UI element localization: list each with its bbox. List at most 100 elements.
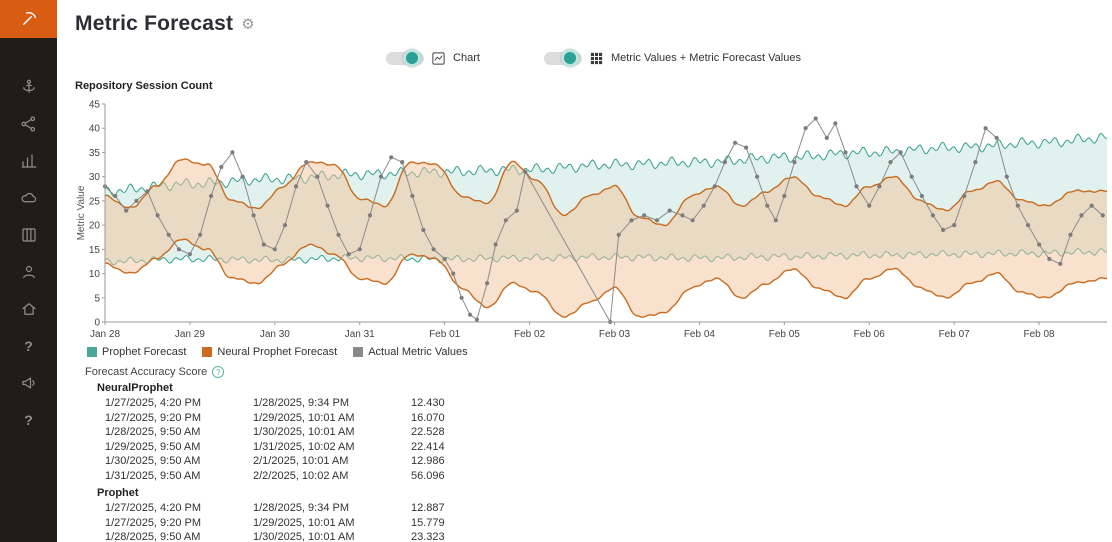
bar-chart-icon[interactable] — [20, 152, 38, 170]
accuracy-cell: 1/30/2025, 9:50 AM — [105, 455, 201, 467]
chart-toggle-label: Chart — [453, 52, 480, 64]
chart-title: Repository Session Count — [75, 80, 213, 92]
svg-text:Feb 06: Feb 06 — [854, 329, 886, 340]
sidebar: ? ? — [0, 0, 57, 542]
svg-text:35: 35 — [89, 148, 101, 159]
svg-text:Metric Value: Metric Value — [76, 185, 87, 240]
accuracy-cell: 1/27/2025, 9:20 PM — [105, 411, 202, 424]
accuracy-help-icon[interactable]: ? — [212, 366, 225, 378]
svg-text:Jan 29: Jan 29 — [175, 329, 205, 340]
help-2-icon[interactable]: ? — [24, 412, 33, 428]
accuracy-cell: 1/27/2025, 4:20 PM — [105, 502, 202, 514]
svg-text:Feb 08: Feb 08 — [1023, 329, 1055, 340]
accuracy-title: Forecast Accuracy Score — [85, 366, 208, 378]
home-icon[interactable] — [20, 300, 38, 318]
accuracy-cell: 2/2/2025, 10:02 AM — [253, 469, 349, 482]
legend-item: Neural Prophet Forecast — [202, 346, 337, 358]
svg-text:0: 0 — [94, 318, 100, 329]
library-icon[interactable] — [20, 226, 38, 244]
accuracy-cell: 16.070 — [411, 411, 445, 424]
accuracy-cell: 12.986 — [411, 455, 445, 467]
svg-text:20: 20 — [89, 221, 101, 232]
accuracy-cell: 1/28/2025, 9:34 PM — [253, 502, 350, 514]
accuracy-cell: 15.779 — [411, 516, 445, 529]
settings-gear-icon[interactable]: ⚙ — [241, 16, 255, 33]
accuracy-row: 1/27/2025, 9:20 PM 1/29/2025, 10:01 AM 16.… — [105, 411, 1112, 426]
svg-text:Jan 31: Jan 31 — [345, 329, 375, 340]
controls-row: Chart Metric Values + Metric Forecast Va… — [75, 48, 1112, 68]
accuracy-cell: 12.887 — [411, 502, 445, 514]
accuracy-group-name: Prophet — [97, 487, 139, 499]
values-toggle-knob — [560, 49, 579, 67]
accuracy-row: 1/28/2025, 9:50 AM 1/30/2025, 10:01 AM 22.… — [105, 425, 1112, 440]
svg-text:10: 10 — [89, 269, 101, 280]
accuracy-cell: 1/31/2025, 10:02 AM — [253, 440, 355, 453]
accuracy-group-name: NeuralProphet — [97, 382, 173, 394]
line-chart-icon — [432, 51, 445, 65]
legend-swatch — [202, 347, 213, 357]
svg-text:15: 15 — [89, 245, 101, 256]
accuracy-cell: 22.528 — [411, 426, 445, 438]
page-title: Metric Forecast — [75, 12, 234, 35]
accuracy-row: 1/29/2025, 9:50 AM 1/31/2025, 10:02 AM 22.… — [105, 440, 1112, 455]
accuracy-row: 1/28/2025, 9:50 AM 1/30/2025, 10:01 AM 23.… — [105, 530, 1112, 542]
accuracy-cell: 1/27/2025, 9:20 PM — [105, 516, 202, 529]
accuracy-cell: 1/27/2025, 4:20 PM — [105, 397, 202, 409]
values-toggle[interactable] — [543, 49, 582, 67]
connections-icon[interactable] — [20, 115, 38, 133]
accuracy-groups: NeuralProphet 1/27/2025, 4:20 PM 1/28/2025… — [85, 382, 1112, 542]
svg-text:Feb 02: Feb 02 — [514, 329, 546, 340]
app-logo[interactable] — [0, 0, 57, 38]
legend-swatch — [87, 347, 97, 357]
accuracy-cell: 1/28/2025, 9:50 AM — [105, 426, 201, 438]
accuracy-cell: 23.323 — [411, 531, 445, 542]
announcements-icon[interactable] — [20, 374, 38, 392]
accuracy-cell: 56.096 — [411, 469, 445, 482]
legend-item: Prophet Forecast — [87, 346, 186, 358]
accuracy-cell: 1/30/2025, 10:01 AM — [253, 531, 355, 542]
accuracy-cell: 2/1/2025, 10:01 AM — [253, 455, 349, 467]
svg-text:Feb 01: Feb 01 — [429, 329, 461, 340]
chart-toggle-group: Chart — [386, 49, 480, 67]
svg-text:40: 40 — [89, 124, 101, 135]
chart-toggle[interactable] — [386, 49, 425, 67]
grid-icon — [590, 52, 603, 64]
main-content: Metric Forecast ⚙ Chart Metric Values + … — [57, 0, 1112, 542]
accuracy-title-row: Forecast Accuracy Score ? — [85, 366, 1112, 378]
svg-text:Feb 05: Feb 05 — [769, 329, 801, 340]
anchor-icon[interactable] — [20, 78, 38, 96]
legend-swatch — [353, 347, 364, 357]
help-icon[interactable]: ? — [24, 338, 33, 354]
legend-label: Prophet Forecast — [102, 346, 187, 358]
accuracy-row: 1/27/2025, 9:20 PM 1/29/2025, 10:01 AM 15.… — [105, 516, 1112, 531]
chart-toggle-knob — [403, 49, 422, 67]
accuracy-cell: 1/28/2025, 9:34 PM — [253, 397, 350, 409]
chart-legend: Prophet Forecast Neural Prophet Forecast A… — [87, 346, 1112, 358]
svg-text:30: 30 — [89, 172, 101, 183]
accuracy-cell: 1/30/2025, 10:01 AM — [253, 426, 355, 438]
svg-text:Feb 03: Feb 03 — [599, 329, 631, 340]
svg-text:5: 5 — [94, 293, 100, 304]
svg-text:Jan 28: Jan 28 — [90, 329, 120, 340]
cloud-icon[interactable] — [20, 189, 38, 207]
accuracy-row: 1/30/2025, 9:50 AM 2/1/2025, 10:01 AM 12.9… — [105, 454, 1112, 469]
chart-block: Repository Session Count 0 5 10 15 20 25 30 35 4… — [75, 80, 1112, 358]
accuracy-row: 1/27/2025, 4:20 PM 1/28/2025, 9:34 PM 12.4… — [105, 396, 1112, 411]
sidebar-nav: ? ? — [20, 78, 38, 429]
accuracy-cell: 1/29/2025, 9:50 AM — [105, 440, 201, 453]
forecast-chart: 0 5 10 15 20 25 30 35 40 45 Jan 28 Jan 29 Jan 30 Jan … — [76, 100, 1108, 340]
title-row: Metric Forecast ⚙ — [75, 10, 1112, 38]
accuracy-cell: 12.430 — [411, 397, 445, 409]
accuracy-cell: 1/29/2025, 10:01 AM — [253, 516, 355, 529]
user-icon[interactable] — [20, 263, 38, 281]
accuracy-cell: 22.414 — [411, 440, 445, 453]
svg-text:Feb 07: Feb 07 — [939, 329, 971, 340]
values-toggle-label: Metric Values + Metric Forecast Values — [610, 52, 801, 64]
accuracy-row: 1/31/2025, 9:50 AM 2/2/2025, 10:02 AM 56.0… — [105, 469, 1112, 484]
svg-text:25: 25 — [89, 196, 101, 207]
accuracy-cell: 1/29/2025, 10:01 AM — [253, 411, 355, 424]
accuracy-cell: 1/28/2025, 9:50 AM — [105, 531, 201, 542]
logo-icon — [22, 11, 36, 25]
svg-text:Jan 30: Jan 30 — [260, 329, 290, 340]
legend-label: Actual Metric Values — [368, 346, 468, 358]
